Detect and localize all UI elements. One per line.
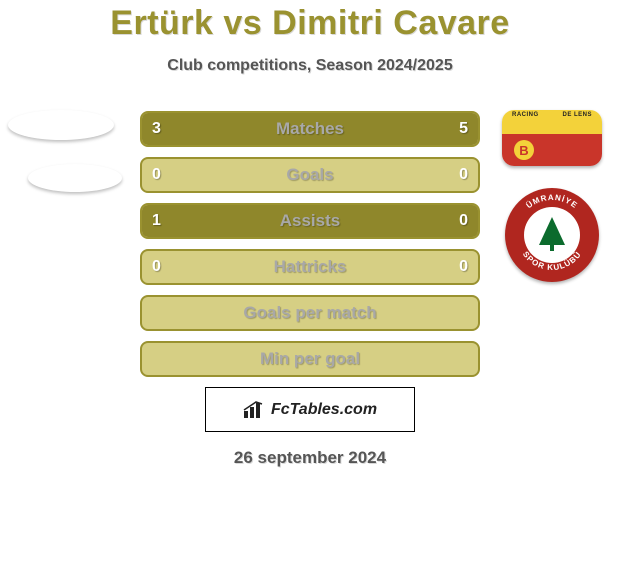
subtitle: Club competitions, Season 2024/2025 [0, 57, 620, 75]
stat-row: Goals per match [0, 295, 620, 331]
stat-bar-left-fill [142, 205, 478, 237]
stat-bar: Goals0 0 [140, 157, 480, 193]
stat-row: Goals0 0 [0, 157, 620, 193]
bars-icon [243, 401, 265, 419]
stat-label: Goals [142, 159, 478, 191]
stat-label: Min per goal [142, 343, 478, 375]
stat-label: Goals per match [142, 297, 478, 329]
stat-row: Min per goal [0, 341, 620, 377]
stat-bar: Hattricks0 0 [140, 249, 480, 285]
stat-value-left: 0 [142, 251, 171, 283]
stat-value-right: 0 [449, 159, 478, 191]
stat-row: Assists10 [0, 203, 620, 239]
stat-rows: Matches35Goals00Assists10Hattricks00Goal… [0, 111, 620, 377]
brand-footer: FcTables.com [205, 387, 415, 432]
brand-text: FcTables.com [271, 401, 377, 419]
stat-bar-right-fill [268, 113, 478, 145]
comparison-card: Ertürk vs Dimitri Cavare Club competitio… [0, 0, 620, 468]
stat-row: Hattricks0 0 [0, 249, 620, 285]
stat-bar: Assists10 [140, 203, 480, 239]
date-text: 26 september 2024 [0, 448, 620, 468]
stat-value-right: 0 [449, 251, 478, 283]
stat-row: Matches35 [0, 111, 620, 147]
page-title: Ertürk vs Dimitri Cavare [0, 4, 620, 43]
stat-bar: Min per goal [140, 341, 480, 377]
stat-label: Hattricks [142, 251, 478, 283]
stat-bar: Goals per match [140, 295, 480, 331]
stat-bar-left-fill [142, 113, 268, 145]
stat-value-left: 0 [142, 159, 171, 191]
stat-bar: Matches35 [140, 111, 480, 147]
